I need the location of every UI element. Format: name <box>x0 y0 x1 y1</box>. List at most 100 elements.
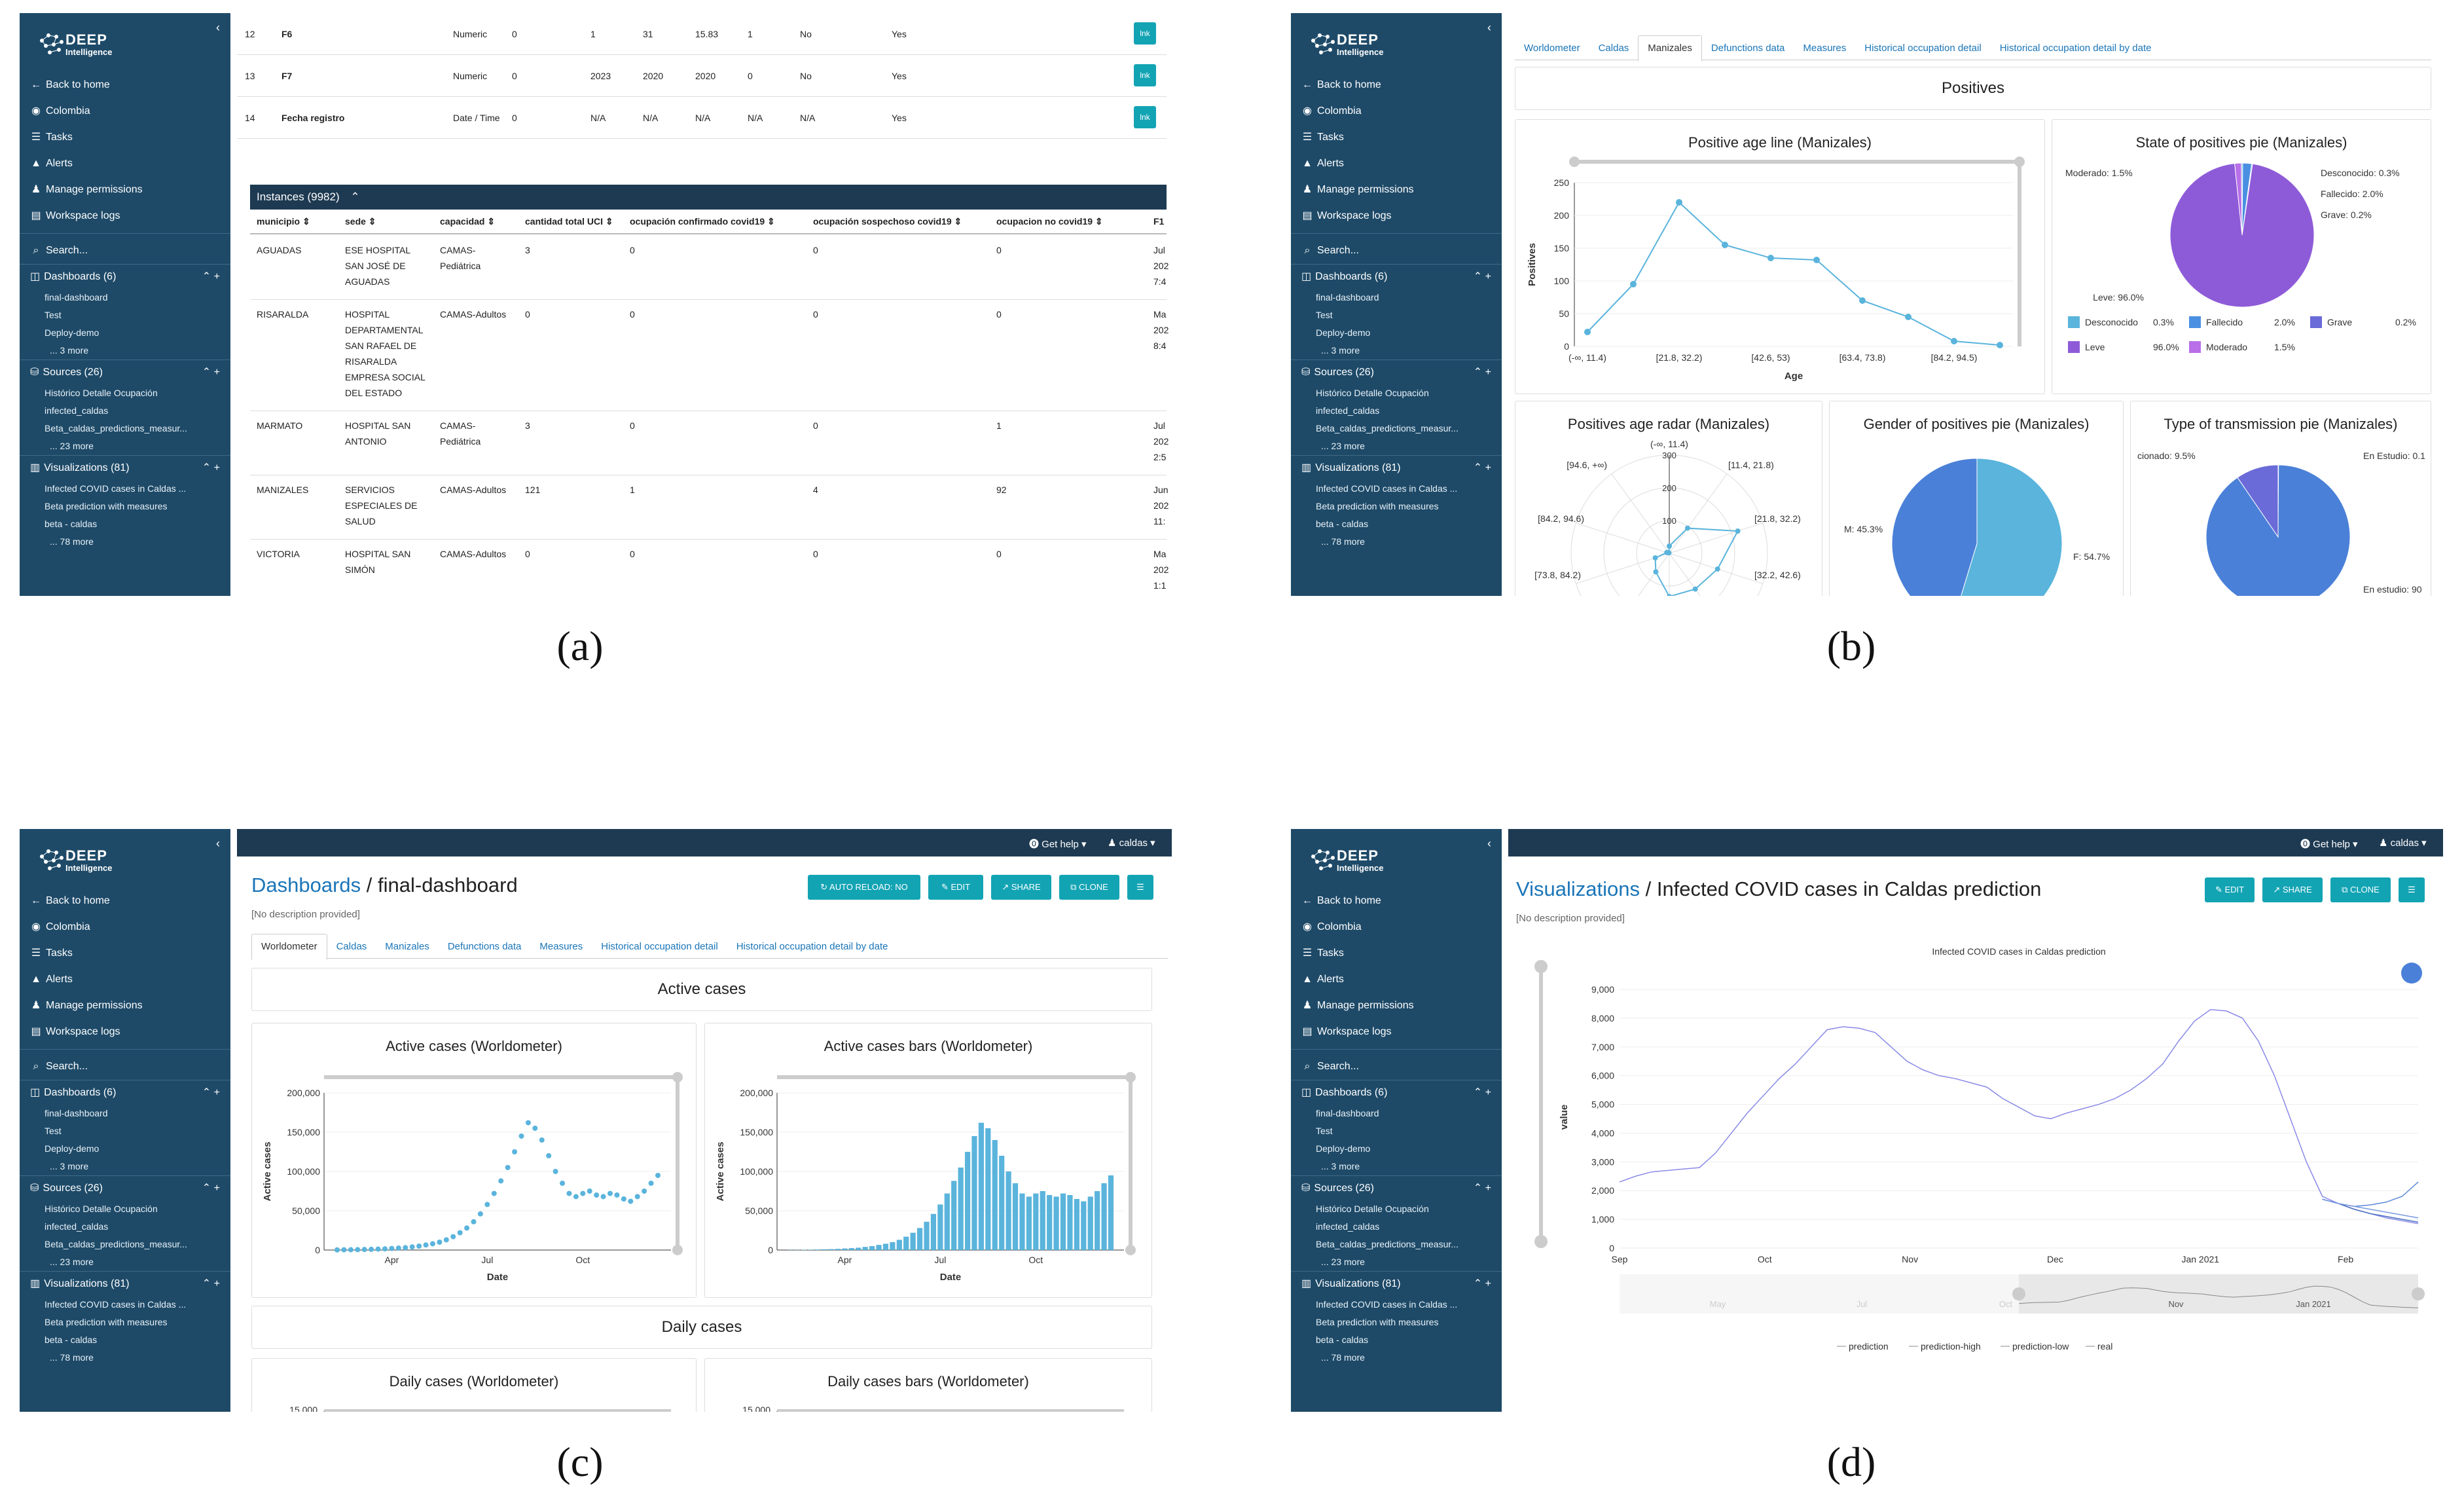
collapse-sidebar-icon[interactable]: ‹ <box>216 837 220 850</box>
column-header[interactable]: sede ⇕ <box>345 216 376 227</box>
tab-defunctions-data[interactable]: Defunctions data <box>447 941 522 952</box>
logo[interactable] <box>1307 843 1438 883</box>
sidebar-more[interactable]: ... 3 more <box>50 345 89 356</box>
sidebar-subitem[interactable]: Beta prediction with measures <box>1316 1317 1439 1327</box>
sidebar-section-sources[interactable]: ⛁ Sources (26) ⌃ + <box>20 359 230 384</box>
sidebar-more[interactable]: ... 78 more <box>1321 1352 1365 1363</box>
sidebar-item-alerts[interactable]: ▲ Alerts <box>20 151 230 177</box>
sidebar-subitem[interactable]: final-dashboard <box>1316 1108 1379 1118</box>
toolbar-button-1[interactable]: ↗ SHARE <box>2262 877 2323 902</box>
sidebar-more[interactable]: ... 23 more <box>1321 1257 1365 1267</box>
column-header[interactable]: cantidad total UCI ⇕ <box>525 216 613 227</box>
sidebar-item-workspace-logs[interactable]: ▤ Workspace logs <box>20 203 230 229</box>
section-actions-icon[interactable]: ⌃ + <box>202 1183 220 1194</box>
section-actions-icon[interactable]: ⌃ + <box>202 367 220 378</box>
sidebar-subitem[interactable]: Histórico Detalle Ocupación <box>1316 388 1429 398</box>
sidebar-item-tasks[interactable]: ☰ Tasks <box>1291 940 1502 967</box>
sidebar-more[interactable]: ... 3 more <box>1321 345 1360 356</box>
tab-worldometer[interactable]: Worldometer <box>251 934 327 960</box>
sidebar-subitem[interactable]: Deploy-demo <box>1316 327 1371 338</box>
get-help-menu[interactable]: ⓿ Get help ▾ <box>1029 839 1087 850</box>
section-actions-icon[interactable]: ⌃ + <box>202 1278 220 1289</box>
sidebar-subitem[interactable]: Beta prediction with measures <box>45 1317 168 1327</box>
column-header[interactable]: ocupacion no covid19 ⇕ <box>996 216 1103 227</box>
toolbar-button-3[interactable]: ⧉ CLONE <box>1059 875 1119 900</box>
sidebar-subitem[interactable]: final-dashboard <box>45 292 108 303</box>
sidebar-subitem[interactable]: beta - caldas <box>1316 519 1369 529</box>
tab-measures[interactable]: Measures <box>1803 43 1847 54</box>
column-header[interactable]: ocupación sospechoso covid19 ⇕ <box>813 216 962 227</box>
section-actions-icon[interactable]: ⌃ + <box>1473 271 1491 282</box>
sidebar-item-back-to-home[interactable]: ← Back to home <box>1291 888 1502 914</box>
sidebar-more[interactable]: ... 23 more <box>1321 441 1365 451</box>
sidebar-subitem[interactable]: Test <box>45 310 62 320</box>
sidebar-subitem[interactable]: Beta_caldas_predictions_measur... <box>1316 1239 1458 1249</box>
sidebar-item-workspace-logs[interactable]: ▤ Workspace logs <box>1291 203 1502 229</box>
toolbar-button-4[interactable]: ☰ <box>1127 875 1153 900</box>
table-row[interactable]: VICTORIA HOSPITAL SAN SIMÓN CAMAS-Adultos 0… <box>250 540 1169 596</box>
sidebar-section-sources[interactable]: ⛁ Sources (26) ⌃ + <box>20 1175 230 1200</box>
logo[interactable] <box>35 843 166 883</box>
link-button[interactable]: lnk <box>1134 64 1156 86</box>
sidebar-search[interactable]: ⌕ Search... <box>1291 1054 1502 1080</box>
sidebar-subitem[interactable]: final-dashboard <box>1316 292 1379 303</box>
sidebar-subitem[interactable]: Infected COVID cases in Caldas ... <box>45 483 187 494</box>
toolbar-button-2[interactable]: ⧉ CLONE <box>2330 877 2391 902</box>
tab-historical-occupation-detail[interactable]: Historical occupation detail <box>601 941 718 952</box>
sidebar-section-dashboards[interactable]: ◫ Dashboards (6) ⌃ + <box>20 1080 230 1105</box>
column-header[interactable]: F1 <box>1153 216 1165 227</box>
sidebar-section-dashboards[interactable]: ◫ Dashboards (6) ⌃ + <box>1291 264 1502 289</box>
sidebar-search[interactable]: ⌕ Search... <box>1291 238 1502 264</box>
tab-manizales[interactable]: Manizales <box>385 941 429 952</box>
column-header[interactable]: capacidad ⇕ <box>440 216 496 227</box>
section-actions-icon[interactable]: ⌃ + <box>202 1087 220 1098</box>
logo[interactable] <box>1307 28 1438 67</box>
user-menu[interactable]: ♟ caldas ▾ <box>2379 838 2427 849</box>
sidebar-item-colombia[interactable]: ◉ Colombia <box>1291 914 1502 940</box>
toolbar-button-3[interactable]: ☰ <box>2399 877 2425 902</box>
sidebar-more[interactable]: ... 23 more <box>50 441 94 451</box>
sidebar-item-colombia[interactable]: ◉ Colombia <box>20 914 230 940</box>
sidebar-section-visualizations[interactable]: ▥ Visualizations (81) ⌃ + <box>1291 455 1502 480</box>
breadcrumb-dashboards[interactable]: Dashboards <box>251 874 361 896</box>
collapse-sidebar-icon[interactable]: ‹ <box>1487 837 1491 850</box>
chevron-up-icon[interactable]: ⌃ <box>350 191 360 203</box>
get-help-menu[interactable]: ⓿ Get help ▾ <box>2300 839 2358 850</box>
sidebar-item-tasks[interactable]: ☰ Tasks <box>20 940 230 967</box>
sidebar-item-back-to-home[interactable]: ← Back to home <box>1291 72 1502 98</box>
sidebar-subitem[interactable]: beta - caldas <box>1316 1335 1369 1345</box>
sidebar-subitem[interactable]: infected_caldas <box>1316 405 1380 416</box>
sidebar-subitem[interactable]: Beta prediction with measures <box>45 501 168 511</box>
breadcrumb-visualizations[interactable]: Visualizations <box>1516 877 1640 900</box>
collapse-sidebar-icon[interactable]: ‹ <box>1487 21 1491 34</box>
sidebar-subitem[interactable]: Infected COVID cases in Caldas ... <box>1316 1299 1458 1310</box>
sidebar-item-manage-permissions[interactable]: ♟ Manage permissions <box>1291 177 1502 203</box>
tab-historical-occupation-detail-by-date[interactable]: Historical occupation detail by date <box>1999 43 2152 54</box>
sidebar-subitem[interactable]: Test <box>45 1126 62 1136</box>
sidebar-subitem[interactable]: infected_caldas <box>45 405 109 416</box>
sidebar-subitem[interactable]: infected_caldas <box>45 1221 109 1232</box>
sidebar-section-dashboards[interactable]: ◫ Dashboards (6) ⌃ + <box>1291 1080 1502 1105</box>
sidebar-subitem[interactable]: Histórico Detalle Ocupación <box>45 1204 158 1214</box>
collapse-sidebar-icon[interactable]: ‹ <box>216 21 220 34</box>
tab-measures[interactable]: Measures <box>539 941 583 952</box>
section-actions-icon[interactable]: ⌃ + <box>1473 1183 1491 1194</box>
table-row[interactable]: MANIZALES SERVICIOS ESPECIALES DE SALUD CA… <box>250 475 1169 540</box>
sidebar-subitem[interactable]: beta - caldas <box>45 1335 98 1345</box>
tab-defunctions-data[interactable]: Defunctions data <box>1711 43 1785 54</box>
toolbar-button-0[interactable]: ✎ EDIT <box>2205 877 2255 902</box>
sidebar-more[interactable]: ... 23 more <box>50 1257 94 1267</box>
sidebar-section-sources[interactable]: ⛁ Sources (26) ⌃ + <box>1291 1175 1502 1200</box>
sidebar-search[interactable]: ⌕ Search... <box>20 238 230 264</box>
sidebar-subitem[interactable]: Test <box>1316 1126 1333 1136</box>
table-row[interactable]: RISARALDA HOSPITAL DEPARTAMENTAL SAN RAFA… <box>250 300 1169 411</box>
sidebar-subitem[interactable]: Infected COVID cases in Caldas ... <box>45 1299 187 1310</box>
sidebar-more[interactable]: ... 78 more <box>50 1352 94 1363</box>
sidebar-subitem[interactable]: Histórico Detalle Ocupación <box>1316 1204 1429 1214</box>
sidebar-item-back-to-home[interactable]: ← Back to home <box>20 72 230 98</box>
section-actions-icon[interactable]: ⌃ + <box>202 271 220 282</box>
sidebar-subitem[interactable]: beta - caldas <box>45 519 98 529</box>
section-actions-icon[interactable]: ⌃ + <box>1473 367 1491 378</box>
section-actions-icon[interactable]: ⌃ + <box>202 462 220 473</box>
sidebar-item-manage-permissions[interactable]: ♟ Manage permissions <box>20 993 230 1019</box>
